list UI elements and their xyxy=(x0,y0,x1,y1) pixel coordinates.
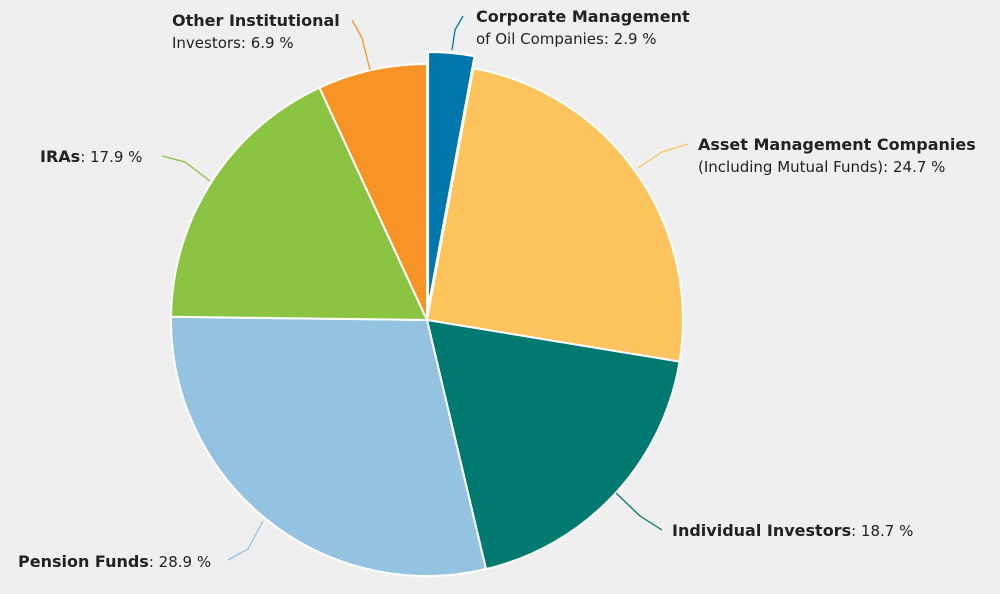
connector-iras xyxy=(161,155,211,182)
connector-individual-investors xyxy=(615,492,663,531)
data-label-individual-investors: Individual Investors: 18.7 % xyxy=(672,521,913,540)
connector-asset-management-companies-including-mutual-funds xyxy=(637,143,689,169)
connector-corporate-management-of-oil-companies xyxy=(451,15,464,51)
slice-labels: Corporate Management of Oil Companies: 2.… xyxy=(18,7,976,571)
label-connectors xyxy=(161,15,689,561)
data-label-asset-management-companies-including-mutual-funds: Asset Management Companies (Including Mut… xyxy=(698,135,976,176)
connector-other-institutional-investors xyxy=(351,19,371,71)
pie-slice-iras[interactable] xyxy=(170,86,429,322)
data-label-pension-funds: Pension Funds: 28.9 % xyxy=(18,552,211,571)
pie-slice-pension-funds[interactable] xyxy=(170,315,488,577)
pie-slice-individual-investors[interactable] xyxy=(425,318,681,571)
data-label-iras: IRAs: 17.9 % xyxy=(40,147,142,166)
pie-slice-corporate-management-of-oil-companies[interactable] xyxy=(427,51,476,309)
data-label-other-institutional-investors: Other Institutional Investors: 6.9 % xyxy=(172,11,340,52)
data-label-corporate-management-of-oil-companies: Corporate Management of Oil Companies: 2.… xyxy=(476,7,690,48)
pie-slices xyxy=(170,51,684,577)
connector-pension-funds xyxy=(227,520,264,561)
pie-slice-asset-management-companies-including-mutual-funds[interactable] xyxy=(425,67,684,363)
pie-slice-other-institutional-investors[interactable] xyxy=(318,62,428,321)
